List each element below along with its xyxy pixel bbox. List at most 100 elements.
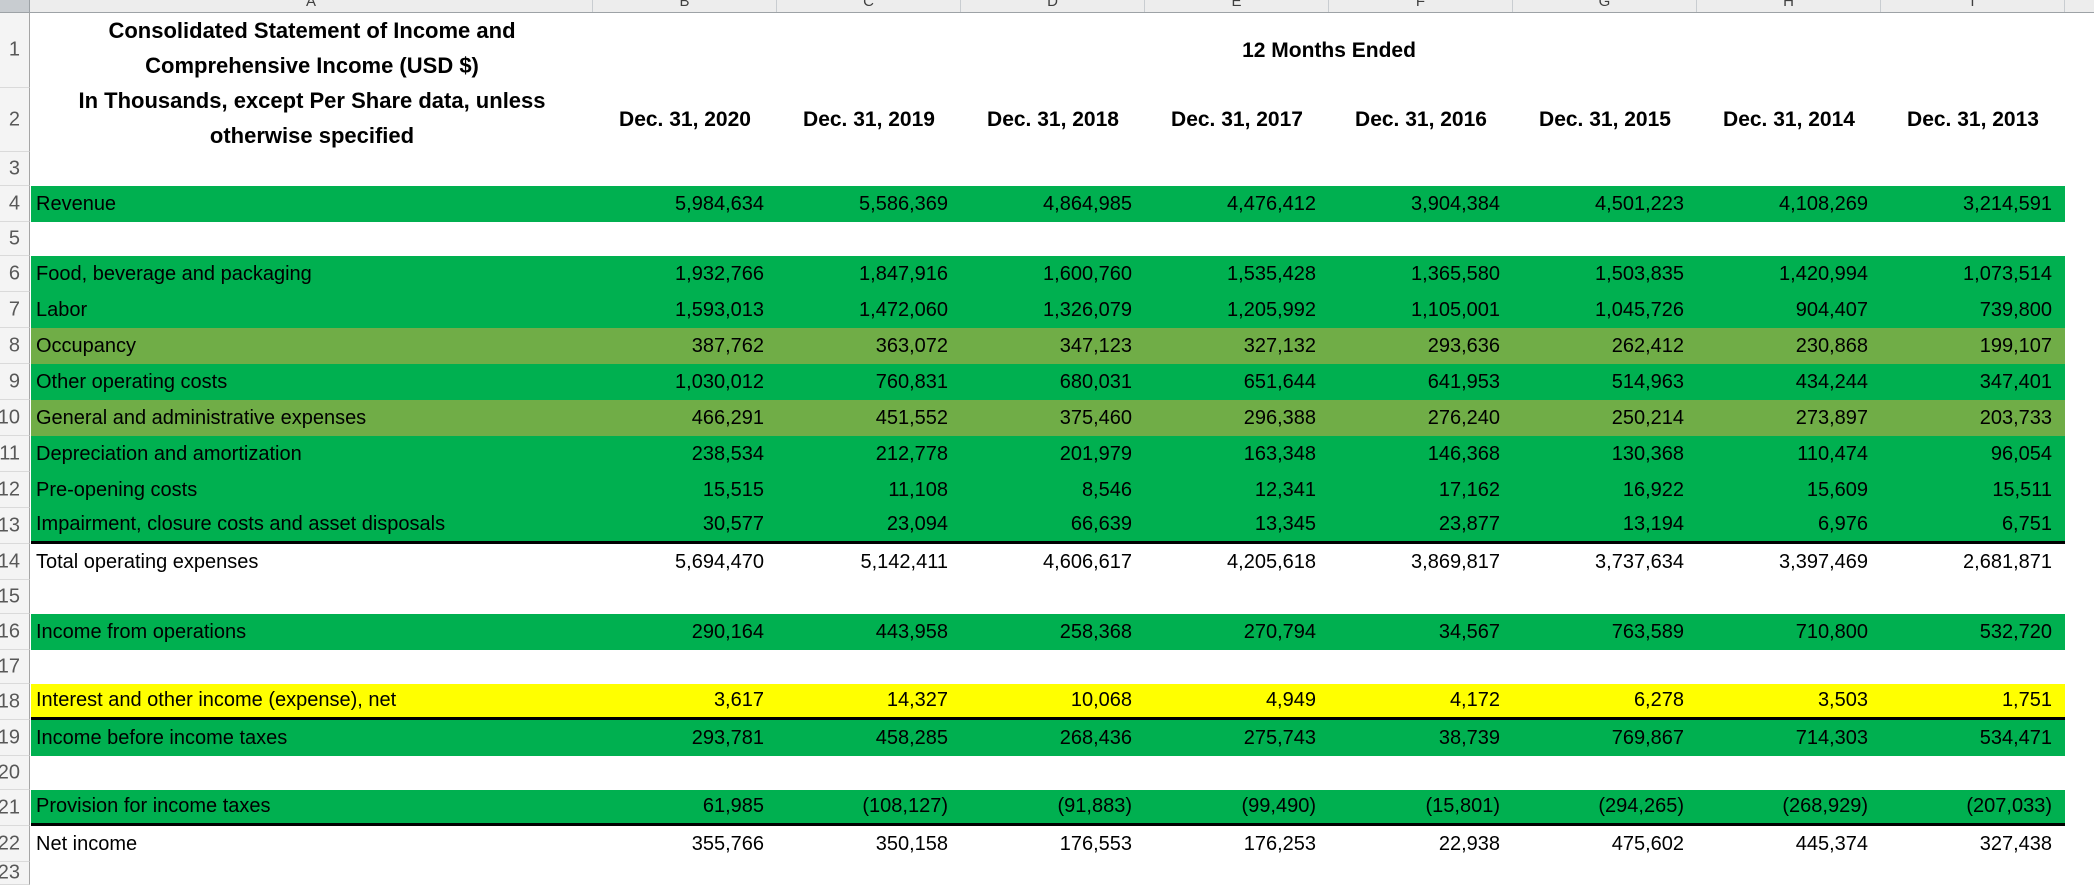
value-cell[interactable]: 130,368	[1611, 442, 1684, 465]
year-header-cell[interactable]: Dec. 31, 2019	[803, 108, 935, 131]
value-cell[interactable]: 30,577	[702, 513, 764, 535]
value-cell[interactable]: 1,030,012	[675, 370, 764, 393]
value-cell[interactable]: 4,606,617	[1043, 550, 1132, 573]
value-cell[interactable]: 641,953	[1427, 370, 1500, 393]
value-cell[interactable]: 13,194	[1622, 513, 1684, 535]
value-cell[interactable]: 514,963	[1611, 370, 1684, 393]
value-cell[interactable]: (294,265)	[1598, 795, 1684, 817]
value-cell[interactable]: 163,348	[1243, 442, 1316, 465]
value-cell[interactable]: 15,511	[1992, 478, 2052, 501]
value-cell[interactable]: 3,904,384	[1411, 192, 1500, 215]
value-cell[interactable]: 1,326,079	[1043, 298, 1132, 321]
year-header-cell[interactable]: Dec. 31, 2018	[987, 108, 1119, 131]
row-header-3[interactable]: 3	[0, 152, 30, 186]
row-label-cell[interactable]: General and administrative expenses	[36, 406, 367, 429]
value-cell[interactable]: 268,436	[1059, 726, 1132, 749]
value-cell[interactable]: 66,639	[1070, 513, 1132, 535]
value-cell[interactable]: 1,205,992	[1227, 298, 1316, 321]
year-header-cell[interactable]: Dec. 31, 2015	[1539, 108, 1671, 131]
value-cell[interactable]: 296,388	[1243, 406, 1316, 429]
value-cell[interactable]: 61,985	[702, 795, 764, 817]
year-header-cell[interactable]: Dec. 31, 2020	[619, 108, 751, 131]
value-cell[interactable]: 3,869,817	[1411, 550, 1500, 573]
row-label-cell[interactable]: Total operating expenses	[36, 550, 259, 573]
value-cell[interactable]: 4,205,618	[1227, 550, 1316, 573]
value-cell[interactable]: 1,073,514	[1963, 262, 2052, 285]
row-header-9[interactable]: 9	[0, 364, 30, 400]
value-cell[interactable]: 3,214,591	[1963, 192, 2052, 215]
row-cells-20[interactable]	[30, 756, 2094, 790]
value-cell[interactable]: 250,214	[1611, 406, 1684, 429]
value-cell[interactable]: 375,460	[1059, 406, 1132, 429]
column-header-G[interactable]: G	[1513, 0, 1697, 12]
value-cell[interactable]: 4,501,223	[1595, 192, 1684, 215]
row-header-1[interactable]: 1	[0, 13, 30, 88]
row-cells-15[interactable]	[30, 580, 2094, 614]
value-cell[interactable]: 38,739	[1438, 726, 1500, 749]
row-label-cell[interactable]: Revenue	[36, 192, 117, 215]
value-cell[interactable]: 270,794	[1243, 620, 1316, 643]
value-cell[interactable]: 10,068	[1070, 689, 1132, 711]
row-header-14[interactable]: 14	[0, 544, 30, 580]
value-cell[interactable]: 11,108	[888, 478, 948, 501]
row-label-cell[interactable]: Occupancy	[36, 334, 137, 357]
row-header-19[interactable]: 19	[0, 720, 30, 756]
value-cell[interactable]: 276,240	[1427, 406, 1500, 429]
row-header-11[interactable]: 11	[0, 436, 30, 472]
row-header-10[interactable]: 10	[0, 400, 30, 436]
row-header-12[interactable]: 12	[0, 472, 30, 508]
value-cell[interactable]: 769,867	[1611, 726, 1684, 749]
value-cell[interactable]: 96,054	[1990, 442, 2052, 465]
row-header-6[interactable]: 6	[0, 256, 30, 292]
row-header-5[interactable]: 5	[0, 222, 30, 256]
value-cell[interactable]: 6,278	[1633, 689, 1684, 711]
value-cell[interactable]: 4,476,412	[1227, 192, 1316, 215]
value-cell[interactable]: 8,546	[1081, 478, 1132, 501]
row-header-7[interactable]: 7	[0, 292, 30, 328]
row-header-2[interactable]: 2	[0, 88, 30, 152]
column-header-E[interactable]: E	[1145, 0, 1329, 12]
value-cell[interactable]: 14,327	[886, 689, 948, 711]
column-header-A[interactable]: A	[30, 0, 593, 12]
value-cell[interactable]: (15,801)	[1425, 795, 1501, 817]
value-cell[interactable]: 293,781	[691, 726, 764, 749]
value-cell[interactable]: (99,490)	[1241, 795, 1317, 817]
period-header-cell[interactable]: 12 Months Ended	[1242, 38, 1416, 62]
value-cell[interactable]: 1,593,013	[675, 298, 764, 321]
value-cell[interactable]: 458,285	[875, 726, 948, 749]
row-header-16[interactable]: 16	[0, 614, 30, 650]
select-all-corner[interactable]	[0, 0, 30, 12]
row-label-cell[interactable]: Depreciation and amortization	[36, 442, 302, 465]
value-cell[interactable]: 199,107	[1979, 334, 2052, 357]
row-label-cell[interactable]: Impairment, closure costs and asset disp…	[36, 513, 446, 535]
value-cell[interactable]: 110,474	[1797, 442, 1868, 465]
value-cell[interactable]: 275,743	[1243, 726, 1316, 749]
row-label-cell[interactable]: Provision for income taxes	[36, 795, 271, 817]
value-cell[interactable]: (108,127)	[862, 795, 948, 817]
value-cell[interactable]: 714,303	[1795, 726, 1868, 749]
value-cell[interactable]: 5,142,411	[860, 550, 949, 573]
value-cell[interactable]: 363,072	[875, 334, 948, 357]
value-cell[interactable]: 23,094	[886, 513, 948, 535]
row-header-18[interactable]: 18	[0, 684, 30, 720]
row-label-cell[interactable]: Interest and other income (expense), net	[36, 689, 397, 711]
column-header-B[interactable]: B	[593, 0, 777, 12]
column-header-H[interactable]: H	[1697, 0, 1881, 12]
value-cell[interactable]: 273,897	[1795, 406, 1868, 429]
value-cell[interactable]: 739,800	[1979, 298, 2052, 321]
row-header-20[interactable]: 20	[0, 756, 30, 790]
row-cells-3[interactable]	[30, 152, 2094, 186]
value-cell[interactable]: 17,162	[1438, 478, 1500, 501]
value-cell[interactable]: 3,397,469	[1779, 550, 1868, 573]
value-cell[interactable]: 34,567	[1438, 620, 1500, 643]
value-cell[interactable]: 176,553	[1059, 832, 1132, 855]
value-cell[interactable]: 13,345	[1254, 513, 1316, 535]
row-header-13[interactable]: 13	[0, 508, 30, 544]
value-cell[interactable]: 238,534	[691, 442, 764, 465]
value-cell[interactable]: 4,172	[1449, 689, 1500, 711]
value-cell[interactable]: 2,681,871	[1963, 550, 2052, 573]
value-cell[interactable]: 1,045,726	[1595, 298, 1684, 321]
value-cell[interactable]: 293,636	[1427, 334, 1500, 357]
row-label-cell[interactable]: Other operating costs	[36, 370, 228, 393]
value-cell[interactable]: 3,503	[1817, 689, 1868, 711]
